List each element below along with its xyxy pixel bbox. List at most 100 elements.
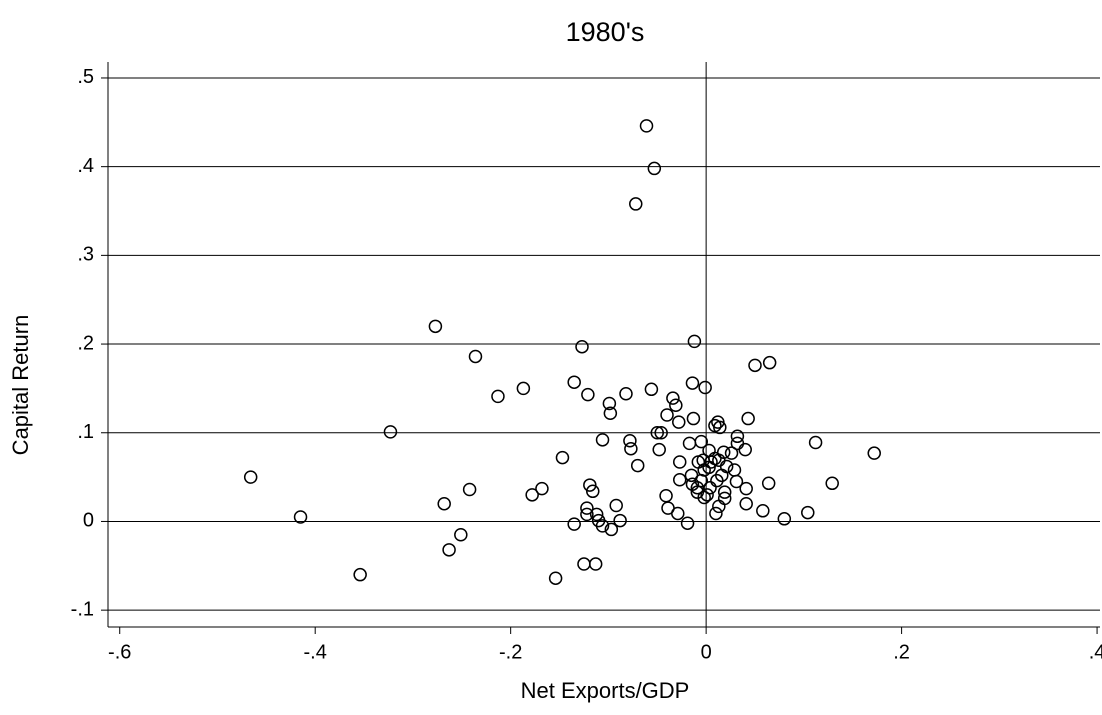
point [801,505,815,520]
point [694,434,708,449]
point [567,375,581,389]
point [293,510,308,524]
point [808,435,823,450]
point [671,506,685,521]
point [609,498,623,513]
point [586,484,600,499]
point [437,496,451,511]
point [738,442,752,457]
point [580,507,594,522]
y-tick-label: .3 [77,244,94,266]
point [672,415,686,429]
point [595,433,610,447]
point [650,426,665,440]
point [700,488,714,502]
point [575,339,589,354]
point [428,319,443,334]
point [619,386,633,401]
y-tick-label: -.1 [71,598,94,620]
y-tick-label: .2 [77,332,94,354]
point [717,491,732,506]
point [762,355,777,370]
x-tick-label: .2 [893,641,910,663]
point [589,507,604,522]
point [741,411,755,426]
point [624,441,638,456]
point [685,376,700,390]
point [581,387,595,402]
point [756,504,770,518]
x-tick-label: 0 [701,641,712,663]
chart-title: 1980's [566,17,645,47]
point [602,396,617,411]
point [748,358,762,373]
y-tick-label: .4 [77,155,94,177]
point [687,334,702,349]
point [698,380,712,395]
point [724,446,739,460]
point [629,197,643,211]
point [719,459,734,474]
point [680,516,695,530]
point [666,391,680,405]
point [567,517,581,531]
point [729,474,744,489]
point [630,458,645,473]
point [535,481,549,496]
point [672,473,687,487]
point [442,543,456,557]
point [652,442,666,457]
point [583,478,597,492]
point [595,519,610,533]
point [588,557,603,571]
point [555,450,570,465]
point [468,349,483,364]
point [716,445,731,460]
point [516,381,531,396]
point [525,488,539,502]
point [703,480,717,495]
point [243,470,258,484]
point [730,429,745,444]
point [623,433,637,448]
point [462,482,477,497]
point [717,485,732,499]
point [686,411,701,426]
x-axis-title: Net Exports/GDP [521,678,690,703]
point [454,528,468,542]
point [713,420,727,435]
point [660,408,674,422]
point [603,406,618,420]
point [604,522,619,537]
point [672,455,687,469]
point [491,389,505,404]
point [548,571,563,585]
x-tick-label: .4 [1089,641,1102,663]
point [647,161,662,176]
point [353,567,367,582]
point [613,513,627,528]
point [761,476,776,491]
y-tick-label: .1 [77,421,94,443]
point [697,490,711,505]
point [644,382,659,397]
point [639,119,654,133]
point [777,512,792,526]
point [704,455,718,469]
point [739,496,753,511]
x-tick-label: -.4 [304,641,327,663]
point [709,506,723,521]
x-tick-label: -.6 [108,641,131,663]
point [867,446,881,460]
point [580,501,594,515]
point [383,425,398,439]
y-tick-label: .5 [77,66,94,88]
y-tick-label: 0 [83,510,94,532]
x-tick-label: -.2 [499,641,522,663]
point [654,426,668,440]
point [825,476,839,491]
y-axis-title: Capital Return [8,315,33,456]
